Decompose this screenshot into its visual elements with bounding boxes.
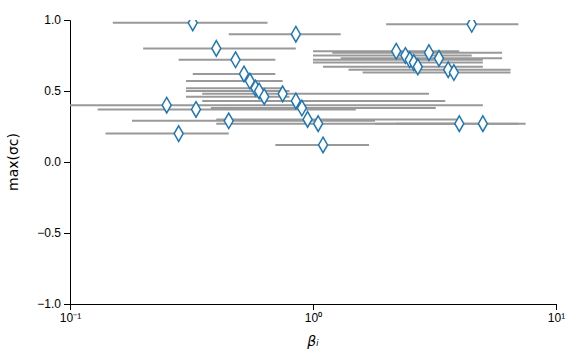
marks [70, 20, 526, 153]
y-tick: −0.5 [37, 226, 70, 240]
x-tick-label: 10⁰ [305, 311, 322, 325]
point [467, 20, 476, 32]
point [449, 65, 458, 81]
error-bar [313, 55, 472, 57]
point [435, 51, 444, 67]
error-bar [186, 80, 283, 82]
error-bar [323, 66, 483, 68]
point [303, 112, 312, 128]
error-bar [363, 72, 511, 74]
error-bar [193, 73, 276, 75]
point [162, 97, 171, 113]
y-tick-mark [64, 20, 70, 21]
point [392, 43, 401, 59]
y-tick-mark [64, 233, 70, 234]
error-bar [211, 107, 436, 109]
point [188, 20, 197, 31]
point [278, 86, 287, 102]
x-tick-label: 10¹ [548, 311, 565, 325]
error-bar [186, 96, 290, 98]
x-tick-mark [313, 304, 314, 310]
y-tick-label: −0.5 [37, 226, 61, 240]
x-tick: 10¹ [548, 304, 565, 325]
point [174, 126, 183, 142]
point [192, 102, 201, 118]
error-bar [202, 100, 445, 102]
error-bar [216, 118, 459, 120]
point [319, 137, 328, 153]
error-bar [349, 69, 511, 71]
error-bar [229, 33, 341, 35]
x-axis: 10⁻¹ 10⁰ 10¹ [60, 304, 565, 325]
error-bar [341, 57, 502, 59]
y-tick: −1.0 [37, 297, 70, 311]
y-tick-label: 0.5 [44, 84, 61, 98]
point [297, 100, 306, 116]
y-axis: −1.0 −0.5 0.0 0.5 1.0 [37, 13, 70, 311]
y-axis-title: max(σc) [5, 133, 21, 191]
point [455, 116, 464, 132]
point [260, 89, 269, 105]
x-tick: 10⁰ [305, 304, 322, 325]
point [212, 41, 221, 57]
y-axis-line [64, 21, 71, 305]
error-bar [179, 59, 276, 61]
error-bar [106, 133, 229, 135]
x-tick-label: 10⁻¹ [60, 311, 81, 325]
y-tick-mark [64, 304, 70, 305]
point [424, 45, 433, 61]
y-tick-mark [64, 162, 70, 163]
points [162, 20, 487, 153]
x-axis-line [71, 305, 557, 311]
plot: 10⁻¹ 10⁰ 10¹ −1.0 −0.5 0.0 0.5 1.0 [37, 13, 565, 324]
y-tick-label: 0.0 [44, 155, 61, 169]
y-tick-label: −1.0 [37, 297, 61, 311]
error-bar [202, 93, 429, 95]
point [231, 52, 240, 68]
chart: 10⁻¹ 10⁰ 10¹ −1.0 −0.5 0.0 0.5 1.0 βᵢ max(σc) [0, 0, 580, 360]
y-tick: 0.0 [44, 155, 70, 169]
x-tick-mark [556, 304, 557, 310]
error-bar [186, 87, 283, 89]
point [314, 116, 323, 132]
y-tick: 1.0 [44, 13, 70, 27]
point [291, 26, 300, 42]
error-bars [70, 23, 526, 145]
x-tick: 10⁻¹ [60, 304, 81, 325]
error-bar [332, 52, 502, 54]
error-bar [313, 62, 483, 64]
y-tick: 0.5 [44, 84, 70, 98]
error-bar [386, 23, 518, 25]
point [478, 116, 487, 132]
y-tick-mark [64, 91, 70, 92]
error-bar [70, 104, 483, 106]
y-tick-label: 1.0 [44, 13, 61, 27]
point [413, 59, 422, 75]
error-bar [186, 90, 290, 92]
x-axis-title: βᵢ [306, 333, 319, 349]
point [224, 113, 233, 129]
